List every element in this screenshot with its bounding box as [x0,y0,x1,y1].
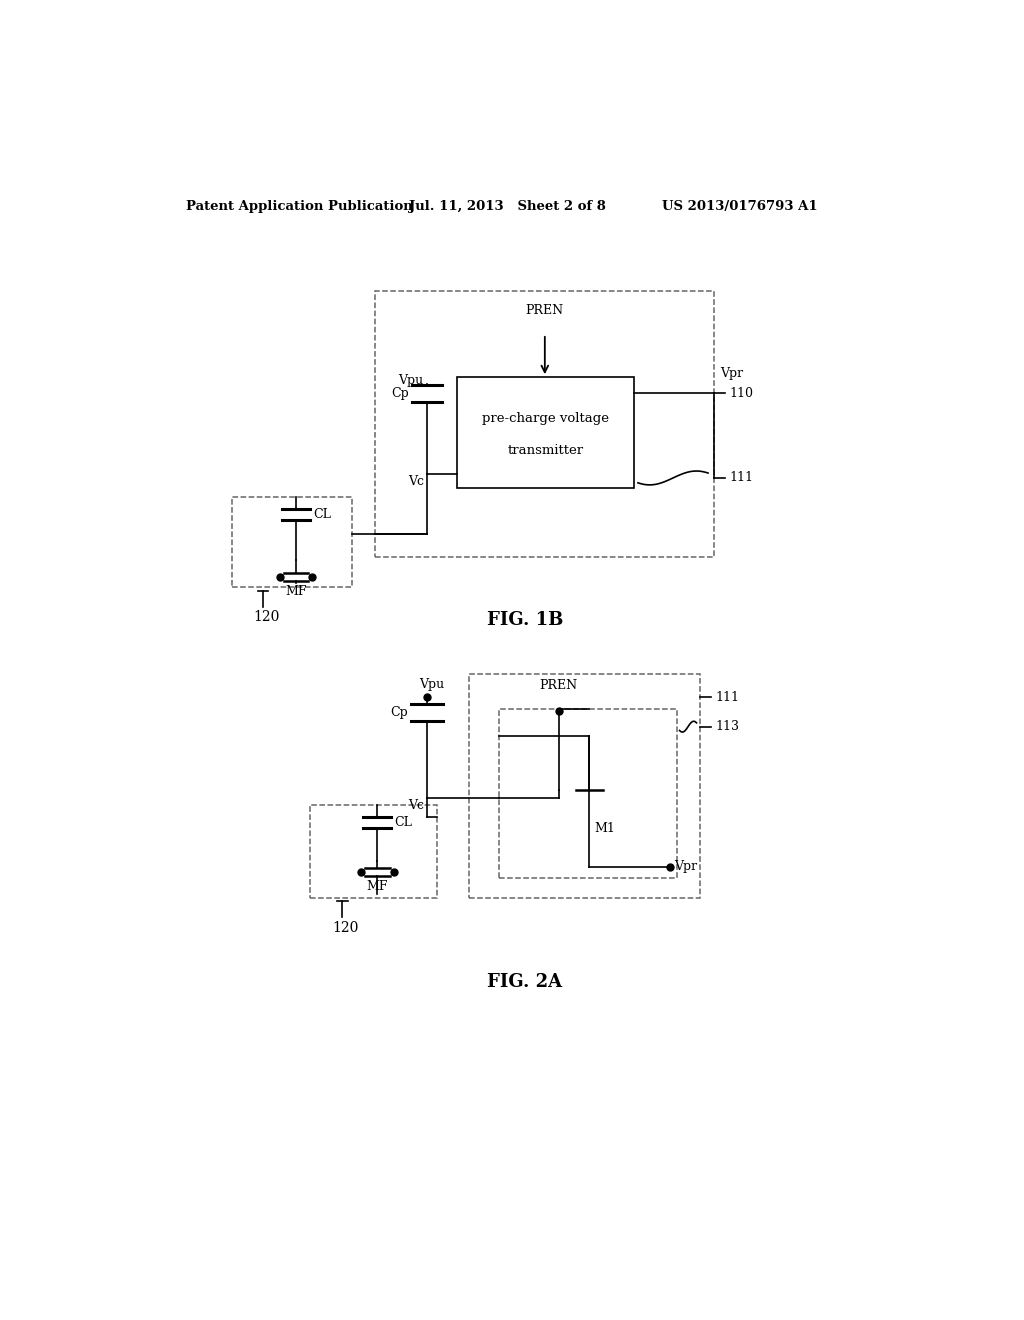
Text: CL: CL [313,508,331,520]
Text: MF: MF [367,879,388,892]
Text: 111: 111 [730,471,754,484]
Text: Cp: Cp [390,706,408,719]
Text: transmitter: transmitter [508,445,584,458]
Text: 120: 120 [253,610,280,624]
Text: FIG. 2A: FIG. 2A [487,973,562,991]
Text: FIG. 1B: FIG. 1B [486,611,563,630]
Text: MF: MF [286,585,307,598]
Text: 111: 111 [716,690,739,704]
Text: PREN: PREN [540,680,578,693]
Text: Patent Application Publication: Patent Application Publication [186,199,413,213]
Text: Vpr: Vpr [674,861,697,874]
Text: Vpu: Vpu [419,677,444,690]
Text: US 2013/0176793 A1: US 2013/0176793 A1 [662,199,817,213]
Text: Vpr: Vpr [720,367,743,380]
Text: M1: M1 [595,822,615,834]
Text: Vpu: Vpu [398,374,423,387]
Text: PREN: PREN [525,305,564,317]
Text: pre-charge voltage: pre-charge voltage [482,412,609,425]
Text: 120: 120 [332,920,358,935]
Text: Cp: Cp [391,387,409,400]
Text: Jul. 11, 2013   Sheet 2 of 8: Jul. 11, 2013 Sheet 2 of 8 [410,199,606,213]
Text: CL: CL [394,816,412,829]
Text: 113: 113 [716,721,739,733]
Text: Vc: Vc [408,475,424,488]
Text: Vc: Vc [408,799,424,812]
Text: 110: 110 [730,387,754,400]
